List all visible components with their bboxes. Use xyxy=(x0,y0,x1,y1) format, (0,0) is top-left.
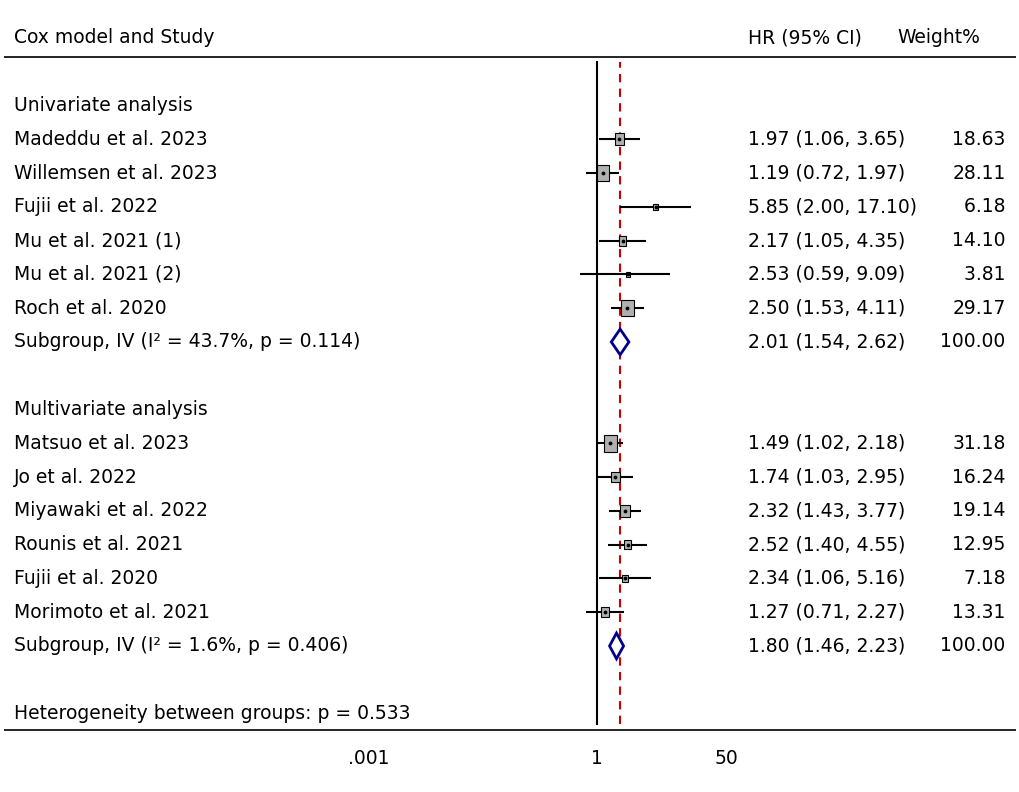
Text: 1: 1 xyxy=(591,749,602,768)
Text: 1.49 (1.02, 2.18): 1.49 (1.02, 2.18) xyxy=(747,434,904,453)
Bar xyxy=(603,435,616,451)
Text: 1.19 (0.72, 1.97): 1.19 (0.72, 1.97) xyxy=(747,164,904,183)
Text: 6.18: 6.18 xyxy=(957,197,1005,216)
Bar xyxy=(596,166,608,181)
Text: 3.81: 3.81 xyxy=(952,265,1005,284)
Text: Weight%: Weight% xyxy=(897,29,979,48)
Bar xyxy=(624,540,631,550)
Text: 2.50 (1.53, 4.11): 2.50 (1.53, 4.11) xyxy=(747,299,904,318)
Polygon shape xyxy=(609,633,623,659)
Bar xyxy=(622,575,628,582)
Text: Morimoto et al. 2021: Morimoto et al. 2021 xyxy=(14,603,210,622)
Text: Subgroup, IV (I² = 1.6%, p = 0.406): Subgroup, IV (I² = 1.6%, p = 0.406) xyxy=(14,637,348,656)
Text: 13.31: 13.31 xyxy=(952,603,1005,622)
Text: 16.24: 16.24 xyxy=(952,467,1005,486)
Text: 100.00: 100.00 xyxy=(940,637,1005,656)
Text: 5.85 (2.00, 17.10): 5.85 (2.00, 17.10) xyxy=(747,197,916,216)
Text: 14.10: 14.10 xyxy=(952,231,1005,250)
Bar xyxy=(621,300,633,316)
Text: Madeddu et al. 2023: Madeddu et al. 2023 xyxy=(14,130,208,149)
Text: 1.74 (1.03, 2.95): 1.74 (1.03, 2.95) xyxy=(747,467,904,486)
Text: Rounis et al. 2021: Rounis et al. 2021 xyxy=(14,535,183,554)
Text: 100.00: 100.00 xyxy=(940,333,1005,352)
Text: 2.53 (0.59, 9.09): 2.53 (0.59, 9.09) xyxy=(747,265,904,284)
Text: 2.52 (1.40, 4.55): 2.52 (1.40, 4.55) xyxy=(747,535,904,554)
Text: Multivariate analysis: Multivariate analysis xyxy=(14,400,208,419)
Text: Mu et al. 2021 (1): Mu et al. 2021 (1) xyxy=(14,231,181,250)
Text: 29.17: 29.17 xyxy=(952,299,1005,318)
Text: Willemsen et al. 2023: Willemsen et al. 2023 xyxy=(14,164,218,183)
Text: 28.11: 28.11 xyxy=(952,164,1005,183)
Text: 1.97 (1.06, 3.65): 1.97 (1.06, 3.65) xyxy=(747,130,904,149)
Bar xyxy=(652,204,657,210)
Text: Miyawaki et al. 2022: Miyawaki et al. 2022 xyxy=(14,501,208,520)
Text: 2.32 (1.43, 3.77): 2.32 (1.43, 3.77) xyxy=(747,501,904,520)
Bar xyxy=(610,472,619,482)
Text: 1.27 (0.71, 2.27): 1.27 (0.71, 2.27) xyxy=(747,603,904,622)
Polygon shape xyxy=(610,329,629,355)
Text: Heterogeneity between groups: p = 0.533: Heterogeneity between groups: p = 0.533 xyxy=(14,704,411,723)
Text: Subgroup, IV (I² = 43.7%, p = 0.114): Subgroup, IV (I² = 43.7%, p = 0.114) xyxy=(14,333,361,352)
Text: 2.34 (1.06, 5.16): 2.34 (1.06, 5.16) xyxy=(747,569,904,588)
Text: HR (95% CI): HR (95% CI) xyxy=(747,29,861,48)
Text: Univariate analysis: Univariate analysis xyxy=(14,96,193,115)
Bar xyxy=(600,607,608,617)
Bar xyxy=(619,236,626,246)
Text: 2.17 (1.05, 4.35): 2.17 (1.05, 4.35) xyxy=(747,231,904,250)
Text: Roch et al. 2020: Roch et al. 2020 xyxy=(14,299,167,318)
Text: Jo et al. 2022: Jo et al. 2022 xyxy=(14,467,138,486)
Text: 19.14: 19.14 xyxy=(952,501,1005,520)
Bar xyxy=(614,133,624,145)
Bar xyxy=(620,505,629,517)
Text: Mu et al. 2021 (2): Mu et al. 2021 (2) xyxy=(14,265,181,284)
Text: Fujii et al. 2020: Fujii et al. 2020 xyxy=(14,569,158,588)
Text: 2.01 (1.54, 2.62): 2.01 (1.54, 2.62) xyxy=(747,333,904,352)
Text: 12.95: 12.95 xyxy=(952,535,1005,554)
Text: 18.63: 18.63 xyxy=(952,130,1005,149)
Text: Matsuo et al. 2023: Matsuo et al. 2023 xyxy=(14,434,190,453)
Text: 31.18: 31.18 xyxy=(952,434,1005,453)
Text: 1.80 (1.46, 2.23): 1.80 (1.46, 2.23) xyxy=(747,637,904,656)
Text: 50: 50 xyxy=(714,749,738,768)
Text: 7.18: 7.18 xyxy=(957,569,1005,588)
Text: .001: .001 xyxy=(347,749,388,768)
Bar xyxy=(625,272,630,277)
Text: Cox model and Study: Cox model and Study xyxy=(14,29,215,48)
Text: Fujii et al. 2022: Fujii et al. 2022 xyxy=(14,197,158,216)
